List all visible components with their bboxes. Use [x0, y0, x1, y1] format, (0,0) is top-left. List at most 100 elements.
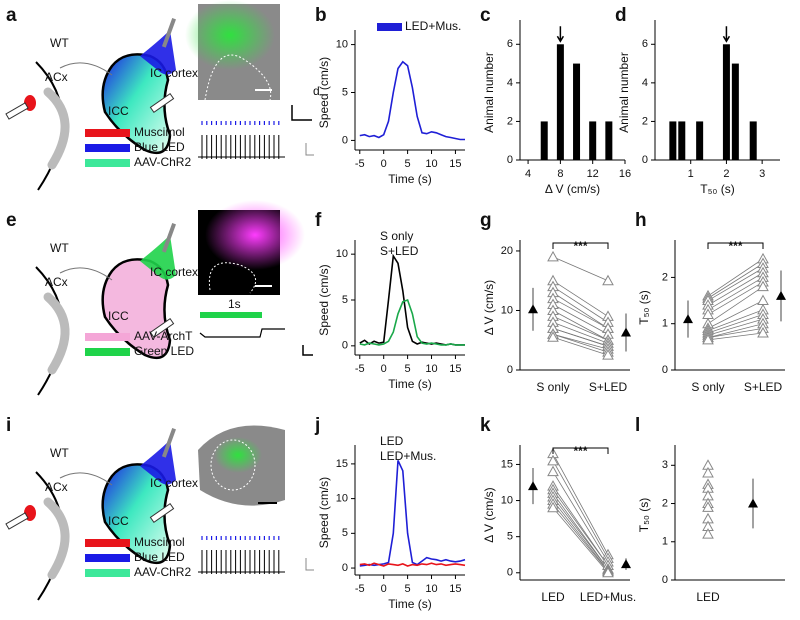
- y-axis-label: Speed (cm/s): [317, 57, 331, 128]
- y-tick-label: 6: [507, 38, 513, 50]
- scale-text: d: [313, 84, 320, 98]
- pair-line: [552, 503, 609, 572]
- y-tick-label: 10: [501, 494, 513, 506]
- fiber: [59, 62, 113, 76]
- strain-label: WT: [50, 241, 69, 255]
- x-tick-label: S only: [536, 380, 569, 394]
- panel-letter: h: [635, 210, 647, 231]
- x-tick-label: 2: [723, 168, 729, 180]
- point: [547, 250, 559, 262]
- x-tick-label: 10: [425, 158, 437, 170]
- line: [359, 253, 465, 346]
- point: [702, 333, 714, 345]
- trace-scale: [305, 143, 314, 156]
- y-tick-label: 2: [662, 271, 668, 283]
- panel-letter: f: [315, 210, 322, 231]
- legend-swatch: [85, 569, 130, 577]
- y-tick-label: 0: [507, 364, 513, 376]
- point: [702, 466, 714, 478]
- pair-line: [707, 332, 764, 341]
- legend-label: S only: [380, 229, 413, 243]
- led-bar: [200, 312, 262, 318]
- trace: [199, 328, 285, 338]
- legend-label: Blue LED: [134, 140, 185, 154]
- bar: [540, 121, 548, 160]
- bar: [605, 121, 613, 160]
- y-tick-label: 5: [342, 86, 348, 98]
- y-axis-label: Animal number: [617, 52, 631, 133]
- y-tick-label: 0: [342, 340, 348, 352]
- x-tick-label: 5: [405, 583, 411, 595]
- pair-line: [707, 309, 764, 332]
- x-tick-label: 8: [557, 168, 563, 180]
- significance-label: ***: [728, 239, 742, 253]
- optic-fiber: [161, 18, 176, 48]
- pair-line: [552, 256, 609, 282]
- point: [602, 566, 614, 578]
- significance-bracket: [707, 242, 764, 249]
- icc-label: ICC: [108, 309, 129, 323]
- panel-letter: j: [314, 415, 320, 436]
- significance-label: ***: [573, 239, 587, 253]
- spike-train: [198, 135, 285, 159]
- acx-label: ACx: [45, 275, 68, 289]
- point: [547, 454, 559, 466]
- fiber: [59, 267, 113, 281]
- panel-letter: b: [315, 5, 327, 26]
- y-tick-label: 2: [642, 115, 648, 127]
- syringe-icc: [149, 317, 175, 339]
- line: [359, 298, 465, 346]
- time-scale: 1s: [228, 297, 241, 311]
- region-outline: [208, 262, 257, 294]
- legend-label: S+LED: [380, 244, 419, 258]
- bar: [678, 121, 686, 160]
- y-axis-label: Speed (cm/s): [317, 477, 331, 548]
- significance-bracket: [552, 447, 609, 454]
- legend-label: Blue LED: [134, 550, 185, 564]
- pair-line: [707, 263, 764, 299]
- x-tick-label: -5: [355, 363, 365, 375]
- legend-label: LED+Mus.: [380, 449, 436, 463]
- legend-label: LED: [380, 434, 404, 448]
- panel-letter: l: [635, 415, 640, 436]
- panel-letter: a: [6, 5, 17, 26]
- legend-swatch: [85, 159, 130, 167]
- y-tick-label: 0: [662, 574, 668, 586]
- legend-swatch: [85, 554, 130, 562]
- pair-line: [552, 327, 609, 347]
- y-tick-label: 1: [662, 536, 668, 548]
- mean-marker: [528, 304, 538, 314]
- bar: [722, 44, 730, 160]
- x-tick-label: 10: [425, 583, 437, 595]
- significance-label: ***: [573, 444, 587, 458]
- optic-fiber: [161, 223, 176, 253]
- spike-train: [198, 550, 285, 574]
- syringe-acx: [5, 102, 29, 120]
- x-tick-label: 0: [381, 583, 387, 595]
- acx-region: [43, 292, 70, 375]
- y-tick-label: 4: [507, 77, 513, 89]
- legend-swatch: [85, 129, 130, 137]
- pair-line: [552, 507, 609, 574]
- y-tick-label: 2: [507, 115, 513, 127]
- syringe-icc: [149, 92, 175, 114]
- mean-marker: [528, 481, 538, 491]
- fluorescence: [214, 437, 262, 473]
- y-tick-label: 2: [662, 497, 668, 509]
- point: [757, 294, 769, 306]
- legend-swatch: [377, 23, 402, 31]
- y-axis-label: Δ V (cm/s): [482, 487, 496, 542]
- bar: [589, 121, 597, 160]
- bar: [669, 121, 677, 160]
- bar: [556, 44, 564, 160]
- y-tick-label: 6: [642, 38, 648, 50]
- point: [602, 349, 614, 360]
- x-axis-label: Time (s): [388, 377, 432, 391]
- legend-swatch: [85, 348, 130, 356]
- fluorescence: [185, 0, 275, 70]
- fluorescence: [205, 200, 305, 270]
- y-tick-label: 1: [662, 318, 668, 330]
- panel-letter: e: [6, 210, 17, 231]
